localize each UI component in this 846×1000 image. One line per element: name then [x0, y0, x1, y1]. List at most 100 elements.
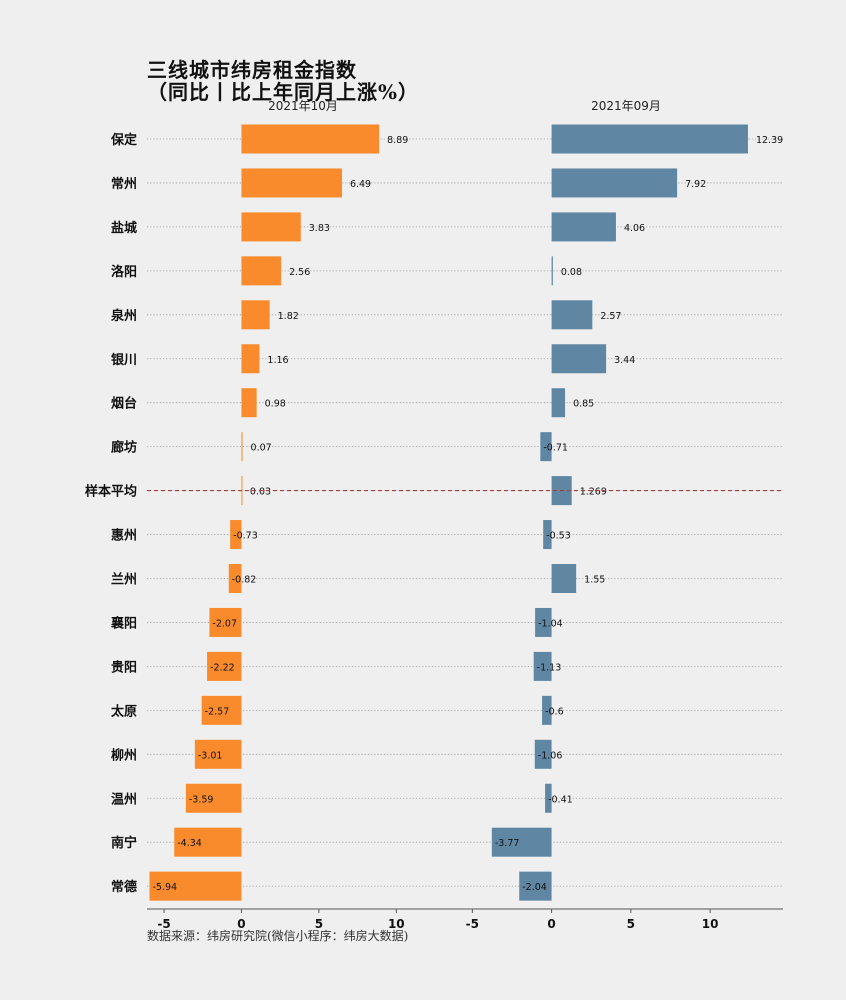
bar-sep	[535, 607, 552, 637]
bar-value-label: -5.94	[152, 882, 177, 893]
bar-oct	[241, 432, 243, 462]
category-label: 保定	[110, 132, 137, 148]
bar-sep	[551, 212, 616, 242]
category-label: 盐城	[111, 220, 137, 236]
bar-value-label: 0.08	[561, 267, 582, 278]
panel-header-oct: 2021年10月	[268, 99, 338, 113]
bar-sep	[542, 695, 552, 725]
bar-value-label: 1.82	[278, 311, 299, 322]
bar-oct	[207, 651, 242, 681]
bar-value-label: -0.6	[545, 706, 564, 717]
bar-oct	[230, 520, 242, 550]
bar-oct	[194, 739, 242, 769]
bar-sep	[543, 520, 552, 550]
bar-oct	[241, 388, 257, 418]
category-label: 襄阳	[110, 615, 137, 631]
category-label: 温州	[111, 792, 137, 807]
bar-oct	[241, 212, 301, 242]
bar-value-label: -4.34	[177, 838, 202, 849]
category-label: 泉州	[111, 308, 137, 324]
bar-sep	[491, 827, 552, 857]
category-label: 惠州	[111, 528, 137, 544]
bar-value-label: 1.55	[584, 575, 605, 586]
bar-value-label: -3.01	[198, 750, 223, 761]
bar-oct	[241, 344, 260, 374]
bar-oct	[228, 564, 242, 593]
bar-value-label: 12.39	[756, 135, 783, 146]
bar-oct	[241, 300, 270, 330]
bar-value-label: -0.82	[232, 575, 257, 586]
x-tick-label: 10	[388, 917, 405, 931]
bar-sep	[534, 739, 552, 769]
bar-oct	[241, 256, 282, 286]
bar-sep	[551, 124, 748, 154]
bar-value-label: 0.98	[265, 399, 286, 410]
category-label: 柳州	[111, 747, 137, 763]
x-tick-label: 10	[702, 917, 719, 931]
bar-value-label: -2.07	[212, 618, 237, 629]
bar-value-label: 1.16	[267, 355, 288, 366]
bar-value-label: 7.92	[685, 179, 706, 190]
bar-value-label: 0.07	[251, 443, 272, 454]
bar-value-label: 3.83	[309, 223, 330, 234]
category-label: 银川	[111, 352, 137, 368]
bar-value-label: -2.22	[210, 662, 235, 673]
bar-value-label: -3.77	[495, 838, 520, 849]
bar-oct	[174, 827, 242, 857]
bar-value-label: 1.269	[580, 487, 607, 498]
category-label: 洛阳	[111, 264, 137, 280]
x-tick-label: 0	[547, 917, 555, 931]
category-label: 兰州	[111, 572, 137, 588]
bar-value-label: -1.13	[537, 662, 562, 673]
bar-oct	[241, 168, 342, 198]
bar-value-label: 2.56	[289, 267, 310, 278]
panel-header-sep: 2021年09月	[591, 99, 661, 113]
bar-sep	[545, 783, 552, 813]
bar-oct	[209, 607, 242, 637]
category-label: 廊坊	[111, 440, 137, 456]
bar-value-label: -0.41	[548, 794, 573, 805]
bar-value-label: 0.03	[250, 487, 271, 498]
bar-sep	[519, 871, 552, 901]
bar-value-label: -2.04	[522, 882, 547, 893]
bar-value-label: 4.06	[624, 223, 645, 234]
x-tick-label: 5	[315, 917, 323, 931]
category-label: 常州	[111, 176, 137, 192]
bar-value-label: 2.57	[600, 311, 621, 322]
bar-oct	[149, 871, 242, 901]
x-tick-label: -5	[157, 917, 170, 931]
bar-value-label: -2.57	[205, 706, 230, 717]
x-tick-label: -5	[466, 917, 479, 931]
bar-sep	[551, 388, 566, 418]
chart-subtitle: （同比丨比上年同月上涨%）	[147, 80, 420, 104]
bar-value-label: -1.04	[538, 618, 563, 629]
bar-sep	[551, 256, 553, 286]
bar-value-label: -1.06	[538, 750, 563, 761]
bar-value-label: -3.59	[189, 794, 214, 805]
category-label: 太原	[110, 703, 137, 719]
bar-sep	[551, 344, 607, 374]
bar-sep	[551, 564, 577, 593]
bar-value-label: 3.44	[614, 355, 635, 366]
chart-title: 三线城市纬房租金指数	[147, 58, 357, 82]
category-label: 烟台	[111, 396, 137, 412]
bar-sep	[540, 432, 552, 462]
source-note: 数据来源：纬房研究院(微信小程序：纬房大数据)	[147, 929, 409, 943]
x-tick-label: 5	[627, 917, 635, 931]
bar-sep	[551, 300, 593, 330]
bar-sep	[551, 168, 678, 198]
x-tick-label: 0	[237, 917, 245, 931]
bar-oct	[201, 695, 242, 725]
bar-value-label: -0.71	[543, 443, 568, 454]
category-label: 常德	[111, 879, 137, 895]
category-label: 南宁	[111, 835, 137, 851]
bar-value-label: 6.49	[350, 179, 371, 190]
bar-oct	[241, 124, 380, 154]
bar-value-label: 0.85	[573, 399, 594, 410]
bar-sep	[533, 651, 552, 681]
bar-value-label: -0.73	[233, 531, 258, 542]
bar-value-label: 8.89	[387, 135, 408, 146]
bar-value-label: -0.53	[546, 531, 571, 542]
